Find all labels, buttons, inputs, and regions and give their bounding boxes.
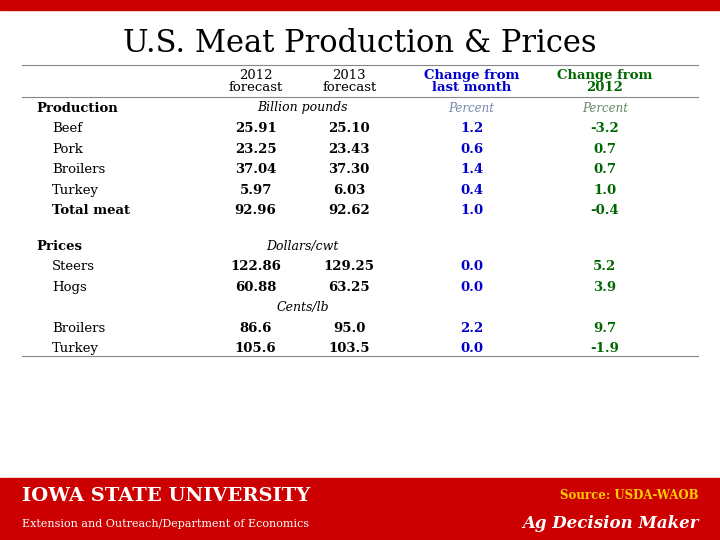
Text: 1.4: 1.4 — [460, 163, 483, 176]
Text: last month: last month — [432, 81, 511, 94]
Text: 23.43: 23.43 — [328, 143, 370, 156]
Text: 92.62: 92.62 — [328, 204, 370, 217]
Text: 6.03: 6.03 — [333, 184, 365, 197]
Text: Percent: Percent — [449, 102, 495, 114]
Text: Source: USDA-WAOB: Source: USDA-WAOB — [560, 489, 698, 502]
Text: 2.2: 2.2 — [460, 322, 483, 335]
Text: 2012: 2012 — [239, 69, 272, 82]
Text: Steers: Steers — [52, 260, 95, 273]
Text: Hogs: Hogs — [52, 281, 86, 294]
Text: Turkey: Turkey — [52, 184, 99, 197]
Text: 95.0: 95.0 — [333, 322, 365, 335]
Text: -0.4: -0.4 — [590, 204, 619, 217]
Text: Extension and Outreach/Department of Economics: Extension and Outreach/Department of Eco… — [22, 519, 309, 529]
Text: 1.2: 1.2 — [460, 122, 483, 135]
Text: 5.97: 5.97 — [240, 184, 271, 197]
Text: 37.04: 37.04 — [235, 163, 276, 176]
Text: Production: Production — [36, 102, 118, 114]
Text: Billion pounds: Billion pounds — [257, 102, 348, 114]
Text: Change from: Change from — [557, 69, 652, 82]
Text: Pork: Pork — [52, 143, 83, 156]
Text: 86.6: 86.6 — [240, 322, 271, 335]
Text: 0.7: 0.7 — [593, 143, 616, 156]
Text: 25.10: 25.10 — [328, 122, 370, 135]
Text: 92.96: 92.96 — [235, 204, 276, 217]
Text: 9.7: 9.7 — [593, 322, 616, 335]
Text: Dollars/cwt: Dollars/cwt — [266, 240, 338, 253]
Text: 63.25: 63.25 — [328, 281, 370, 294]
Text: 37.30: 37.30 — [328, 163, 370, 176]
Text: 5.2: 5.2 — [593, 260, 616, 273]
Text: 0.4: 0.4 — [460, 184, 483, 197]
Text: Broilers: Broilers — [52, 322, 105, 335]
Text: 3.9: 3.9 — [593, 281, 616, 294]
Text: Beef: Beef — [52, 122, 82, 135]
Text: 0.7: 0.7 — [593, 163, 616, 176]
Text: Change from: Change from — [424, 69, 519, 82]
Text: Total meat: Total meat — [52, 204, 130, 217]
Text: 122.86: 122.86 — [230, 260, 281, 273]
Text: 1.0: 1.0 — [593, 184, 616, 197]
Text: 25.91: 25.91 — [235, 122, 276, 135]
Text: 2012: 2012 — [586, 81, 624, 94]
Text: 103.5: 103.5 — [328, 342, 370, 355]
Text: -3.2: -3.2 — [590, 122, 619, 135]
Text: -1.9: -1.9 — [590, 342, 619, 355]
Text: 0.0: 0.0 — [460, 281, 483, 294]
Text: 1.0: 1.0 — [460, 204, 483, 217]
Text: 0.0: 0.0 — [460, 342, 483, 355]
Text: Cents/lb: Cents/lb — [276, 301, 329, 314]
Text: Prices: Prices — [36, 240, 82, 253]
Text: forecast: forecast — [228, 81, 283, 94]
Text: Ag Decision Maker: Ag Decision Maker — [522, 515, 698, 532]
Text: 129.25: 129.25 — [324, 260, 374, 273]
Text: 60.88: 60.88 — [235, 281, 276, 294]
Text: 2013: 2013 — [333, 69, 366, 82]
Text: IOWA STATE UNIVERSITY: IOWA STATE UNIVERSITY — [22, 487, 310, 505]
Text: Percent: Percent — [582, 102, 628, 114]
Text: 0.6: 0.6 — [460, 143, 483, 156]
Text: Broilers: Broilers — [52, 163, 105, 176]
Text: 0.0: 0.0 — [460, 260, 483, 273]
Text: Turkey: Turkey — [52, 342, 99, 355]
Text: 105.6: 105.6 — [235, 342, 276, 355]
Text: forecast: forecast — [322, 81, 377, 94]
Text: 23.25: 23.25 — [235, 143, 276, 156]
Text: U.S. Meat Production & Prices: U.S. Meat Production & Prices — [123, 28, 597, 59]
